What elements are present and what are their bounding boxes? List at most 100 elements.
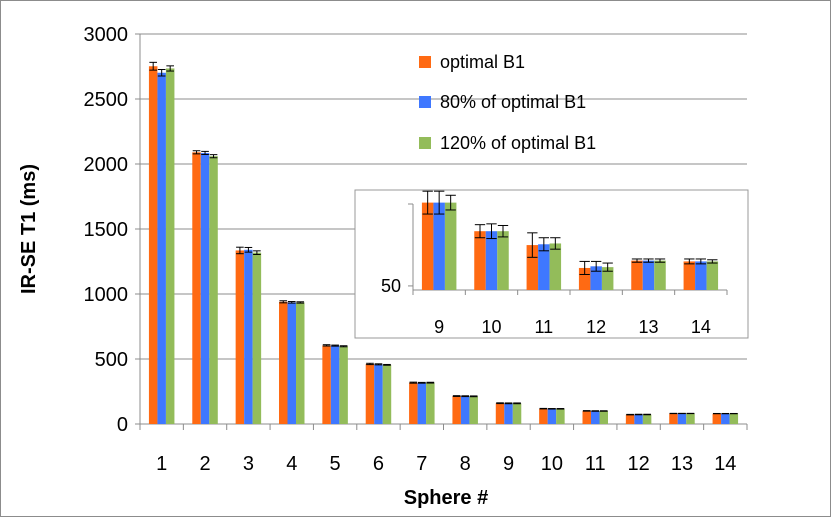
- bar-10-s1: [485, 231, 498, 290]
- x-tick-label-14: 14: [714, 453, 736, 475]
- y-tick-label-0: 0: [117, 414, 128, 436]
- bar-8-s0: [452, 396, 461, 424]
- bar-10-s0: [539, 408, 548, 424]
- bar-13-s0: [669, 413, 678, 424]
- inset-bars: [421, 190, 719, 290]
- bar-12-s1: [590, 266, 602, 290]
- bar-10-s2: [497, 231, 509, 290]
- inset-x-tick-label-11: 11: [534, 317, 553, 337]
- legend-swatch-optimal: [419, 56, 431, 68]
- bar-3-s0: [235, 250, 245, 424]
- x-tick-label-1: 1: [156, 453, 167, 475]
- bar-14-s0: [712, 413, 722, 424]
- y-tick-label-500: 500: [95, 349, 128, 371]
- bar-4-s0: [279, 301, 288, 424]
- bar-14-s0: [683, 261, 696, 290]
- bar-9-s0: [495, 403, 505, 424]
- legend-label-80: 80% of optimal B1: [440, 92, 586, 112]
- bar-13-s0: [631, 260, 643, 290]
- x-tick-label-4: 4: [286, 453, 297, 475]
- bar-9-s1: [433, 202, 445, 290]
- bar-14-s2: [706, 261, 719, 290]
- inset-x-tick-label-13: 13: [638, 317, 658, 337]
- y-axis-label: IR-SE T1 (ms): [18, 164, 40, 294]
- x-tick-label-6: 6: [373, 453, 384, 475]
- x-tick-label-3: 3: [243, 453, 254, 475]
- bar-13-s2: [654, 260, 666, 290]
- bar-13-s1: [677, 413, 687, 424]
- x-tick-label-9: 9: [503, 453, 514, 475]
- inset-x-tick-label-12: 12: [586, 317, 606, 337]
- bar-13-s1: [642, 260, 655, 290]
- y-tick-label-1000: 1000: [84, 284, 129, 306]
- bar-1-s1: [157, 72, 166, 425]
- bar-14-s1: [695, 261, 707, 290]
- bar-8-s1: [460, 396, 470, 424]
- x-axis-label: Sphere #: [404, 487, 488, 509]
- bar-2-s2: [209, 156, 218, 424]
- bar-5-s2: [339, 346, 348, 424]
- x-tick-label-13: 13: [671, 453, 693, 475]
- bar-12-s0: [578, 267, 591, 290]
- inset-x-tick-label-14: 14: [691, 317, 711, 337]
- bar-11-s2: [599, 411, 608, 424]
- bar-11-s1: [591, 411, 600, 424]
- x-tick-label-11: 11: [585, 453, 606, 475]
- bar-7-s2: [426, 382, 435, 424]
- y-tick-label-2500: 2500: [84, 89, 129, 111]
- bar-10-s1: [547, 408, 557, 424]
- bar-13-s2: [686, 413, 695, 424]
- bar-11-s0: [582, 410, 591, 424]
- bar-4-s2: [296, 302, 305, 424]
- y-tick-label-1500: 1500: [84, 219, 129, 241]
- bar-14-s2: [729, 413, 739, 424]
- inset-x-tick-label-9: 9: [434, 317, 444, 337]
- bar-3-s1: [244, 249, 253, 424]
- x-tick-label-8: 8: [460, 453, 471, 475]
- bar-9-s2: [512, 403, 522, 424]
- bar-4-s1: [287, 302, 296, 424]
- inset-chart: 50 9 10 11 12 13 14: [354, 189, 749, 339]
- bar-5-s1: [330, 345, 340, 424]
- bar-11-s0: [526, 245, 539, 290]
- bar-1-s2: [165, 68, 175, 424]
- x-tick-label-2: 2: [199, 453, 210, 475]
- legend-swatch-80: [419, 96, 431, 108]
- bar-3-s2: [252, 252, 262, 424]
- legend-swatch-120: [419, 137, 431, 149]
- bar-12-s2: [601, 267, 614, 290]
- bar-12-s0: [625, 414, 635, 424]
- bar-6-s0: [365, 363, 375, 424]
- bar-7-s0: [409, 382, 418, 424]
- bar-5-s0: [322, 345, 331, 424]
- inset-x-tick-label-10: 10: [481, 317, 501, 337]
- bar-8-s2: [469, 396, 478, 424]
- bar-6-s1: [374, 364, 383, 424]
- main-bars: [148, 61, 739, 425]
- bar-14-s1: [721, 413, 730, 424]
- legend: optimal B1 80% of optimal B1 120% of opt…: [419, 52, 596, 153]
- bar-2-s0: [192, 152, 201, 425]
- bar-1-s0: [148, 66, 158, 425]
- bar-6-s2: [382, 364, 392, 424]
- bar-12-s2: [642, 414, 652, 424]
- bar-11-s1: [538, 244, 550, 290]
- y-tick-label-2000: 2000: [84, 154, 129, 176]
- x-tick-label-12: 12: [627, 453, 649, 475]
- legend-label-120: 120% of optimal B1: [440, 133, 596, 153]
- inset-y-tick-label-50: 50: [381, 276, 401, 296]
- bar-9-s0: [421, 202, 434, 290]
- bar-11-s2: [549, 243, 562, 290]
- bar-10-s0: [474, 231, 486, 290]
- inset-tick-labels: 50 9 10 11 12 13 14: [381, 203, 728, 337]
- bar-9-s2: [444, 202, 457, 290]
- legend-label-optimal: optimal B1: [440, 52, 525, 72]
- bar-12-s1: [634, 414, 643, 424]
- y-tick-label-3000: 3000: [84, 24, 129, 46]
- x-tick-label-7: 7: [416, 453, 427, 475]
- bar-10-s2: [556, 408, 565, 424]
- bar-9-s1: [504, 403, 513, 424]
